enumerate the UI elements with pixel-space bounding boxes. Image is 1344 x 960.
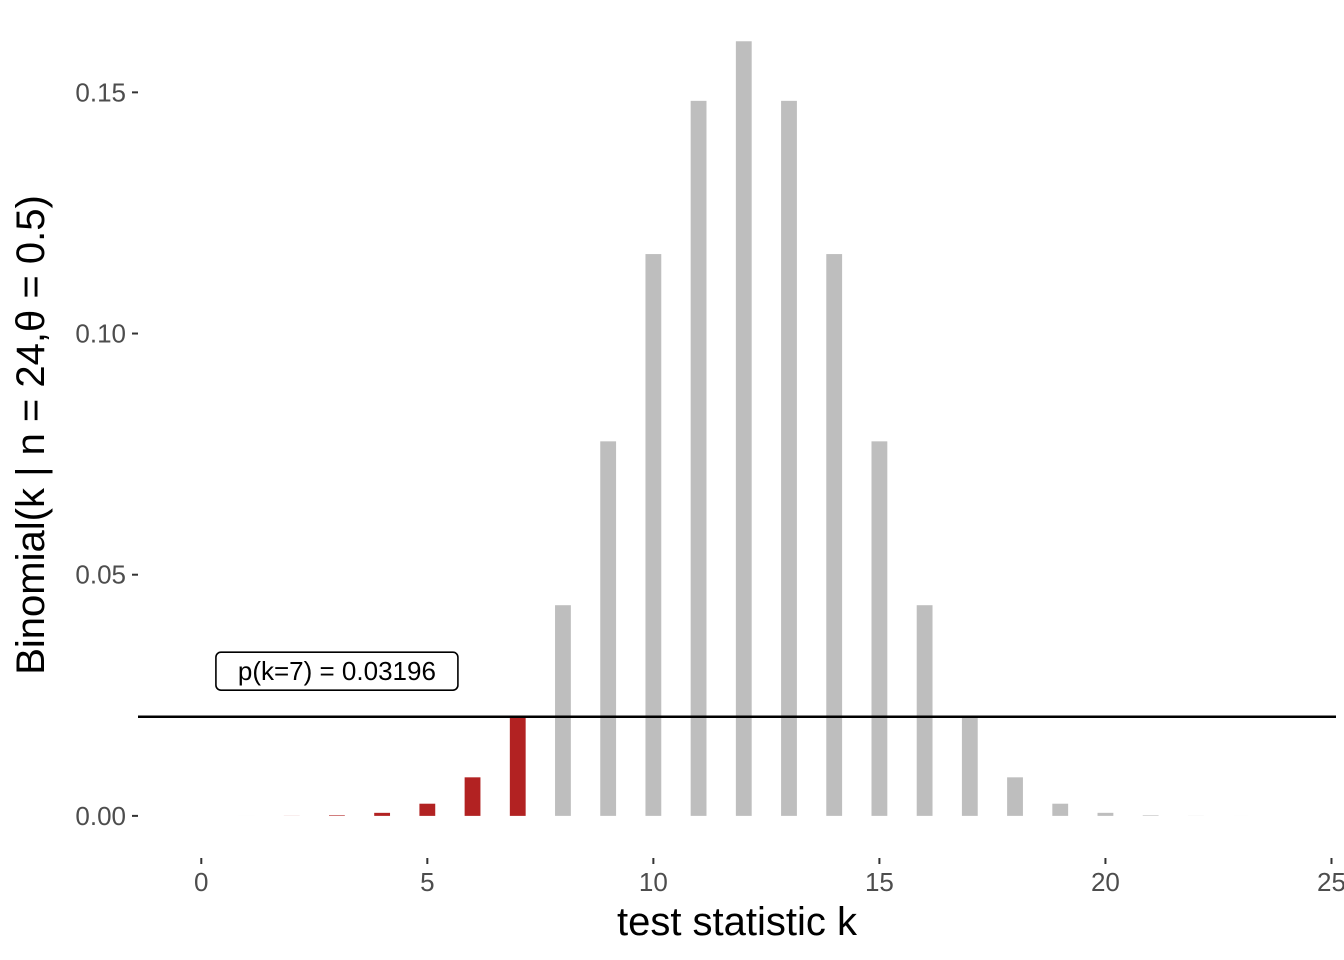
bar-k-10: [645, 254, 662, 816]
bars: [193, 41, 1295, 816]
x-tick-label: 15: [865, 867, 894, 897]
annotation-text: p(k=7) = 0.03196: [238, 656, 436, 686]
bar-k-7: [509, 716, 526, 816]
bar-k-12: [735, 41, 752, 816]
bar-k-5: [419, 803, 436, 816]
bar-k-14: [826, 254, 843, 816]
bar-k-15: [871, 441, 888, 816]
y-tick-label: 0.05: [75, 560, 126, 590]
bar-k-11: [690, 100, 707, 816]
x-tick-label: 5: [420, 867, 434, 897]
y-axis-title: Binomial(k | n = 24,θ = 0.5): [9, 195, 53, 675]
x-axis-title: test statistic k: [617, 900, 858, 944]
y-tick-label: 0.10: [75, 319, 126, 349]
bar-k-21: [1142, 815, 1159, 816]
bar-k-6: [464, 777, 481, 816]
bar-k-18: [1007, 777, 1023, 816]
bar-k-4: [374, 812, 391, 816]
annotation-box: [215, 651, 459, 691]
x-axis: 0 5 10 15 20 25: [194, 858, 1344, 897]
bar-k-13: [781, 100, 797, 816]
y-tick-label: 0.00: [75, 801, 126, 831]
bar-k-16: [916, 605, 933, 816]
y-axis: 0.00 0.05 0.10 0.15: [75, 77, 138, 831]
annotation-label: p(k=7) = 0.03196: [215, 651, 459, 691]
bar-k-8: [555, 605, 571, 816]
x-tick-label: 10: [639, 867, 668, 897]
bar-k-17: [961, 716, 978, 816]
x-tick-label: 20: [1091, 867, 1120, 897]
bar-k-3: [329, 815, 345, 816]
x-tick-label: 25: [1317, 867, 1344, 897]
x-tick-label: 0: [194, 867, 208, 897]
bar-k-20: [1097, 812, 1114, 816]
y-tick-label: 0.15: [75, 77, 126, 107]
bar-k-9: [600, 441, 617, 816]
bar-k-19: [1052, 803, 1069, 816]
